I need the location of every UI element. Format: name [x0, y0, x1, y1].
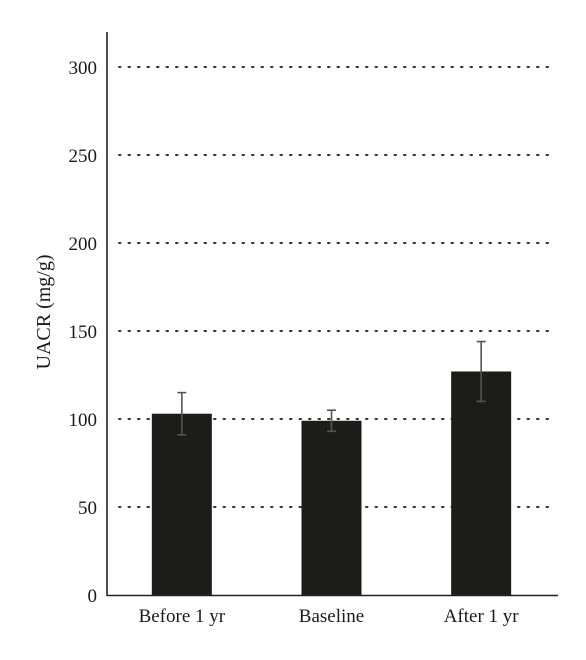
y-tick-label: 150	[69, 322, 98, 343]
bar-after-1-yr	[451, 371, 512, 595]
bar-baseline	[301, 420, 362, 595]
bars	[151, 371, 512, 595]
y-tick-labels: 0 50 100 150 200 250 300	[69, 58, 98, 607]
y-tick-label: 300	[69, 58, 98, 79]
x-tick-label: Baseline	[299, 606, 364, 627]
error-bar	[177, 391, 187, 436]
error-bar	[476, 340, 486, 403]
x-tick-labels: Before 1 yr Baseline After 1 yr	[139, 606, 520, 627]
y-tick-label: 0	[88, 586, 98, 607]
x-tick-label: After 1 yr	[444, 606, 520, 627]
y-tick-label: 250	[69, 146, 98, 167]
y-axis-title: UACR (mg/g)	[33, 255, 55, 370]
y-tick-label: 200	[69, 234, 98, 255]
y-tick-label: 50	[78, 498, 97, 519]
bar-before-1-yr	[151, 413, 212, 595]
y-tick-label: 100	[69, 410, 98, 431]
axes	[106, 32, 558, 597]
error-bar	[327, 409, 336, 433]
x-tick-label: Before 1 yr	[139, 606, 226, 627]
error-bars	[177, 340, 486, 436]
